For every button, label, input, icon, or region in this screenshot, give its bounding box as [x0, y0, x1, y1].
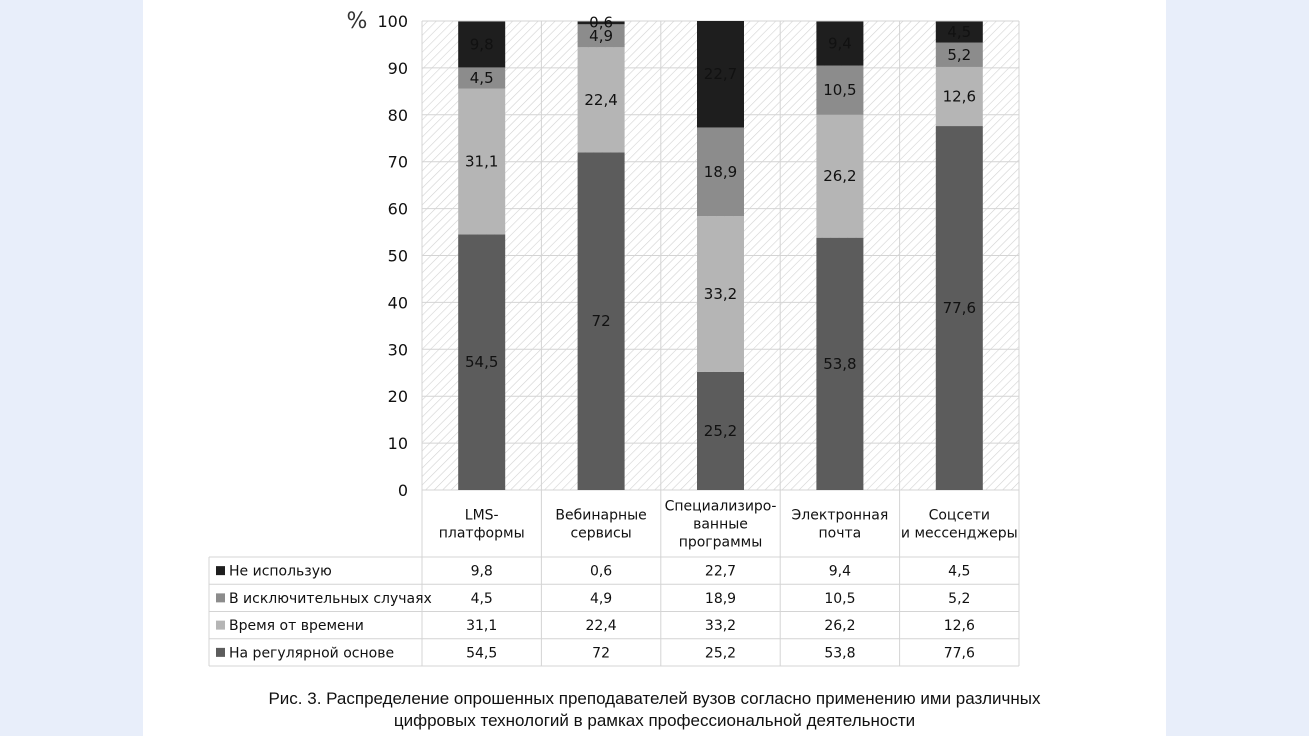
bar-segment-1-3 [577, 21, 625, 25]
data-label-0-1: 31,1 [465, 152, 498, 170]
bar-segment-2-1 [697, 216, 744, 372]
category-label-0-1: платформы [439, 526, 525, 542]
legend-label-0: На регулярной основе [229, 645, 394, 661]
table-value-2-1: 4,9 [590, 591, 612, 607]
table-value-2-3: 10,5 [824, 591, 855, 607]
y-unit-label: % [347, 9, 368, 34]
legend-key-2 [216, 593, 225, 603]
category-label-2-2: программы [679, 535, 763, 551]
bar-segment-1-2 [577, 24, 625, 48]
bar-segment-3-1 [816, 114, 864, 238]
data-label-1-2: 4,9 [589, 27, 613, 45]
data-label-1-3: 0,6 [589, 13, 613, 31]
stacked-bar-chart: 0 10 20 30 40 50 60 70 80 90 100% 54,5 31,1 4,5 9,8 72 2… [208, 9, 1020, 667]
data-label-2-1: 33,2 [704, 285, 737, 303]
table-value-0-4: 77,6 [944, 645, 975, 661]
data-label-3-2: 10,5 [823, 81, 856, 99]
bar-segment-0-2 [458, 67, 506, 89]
table-value-3-1: 0,6 [590, 564, 612, 580]
data-label-4-3: 4,5 [947, 23, 971, 41]
legend-key-0 [216, 647, 225, 657]
y-tick-label-100: 100 [377, 12, 408, 31]
table-value-0-2: 25,2 [705, 645, 736, 661]
data-label-0-0: 54,5 [465, 353, 498, 371]
y-tick-label-90: 90 [388, 59, 408, 78]
figure-caption-line-2: цифровых технологий в рамках профессиона… [393, 711, 916, 730]
y-tick-label-60: 60 [388, 200, 408, 219]
bar-segment-4-0 [935, 126, 983, 490]
bar-segment-3-3 [816, 21, 864, 66]
legend-label-2: В исключительных случаях [229, 591, 432, 607]
category-label-4-1: и мессенджеры [901, 526, 1018, 542]
data-label-4-1: 12,6 [943, 88, 976, 106]
data-label-3-3: 9,4 [828, 35, 852, 53]
y-tick-label-40: 40 [388, 293, 408, 312]
figure-caption-line-1: Рис. 3. Распределение опрошенных препода… [268, 689, 1041, 708]
legend-key-1 [216, 620, 225, 630]
bar-segment-2-3 [697, 21, 744, 128]
table-value-1-4: 12,6 [944, 618, 975, 634]
bar-segment-2-2 [697, 127, 744, 217]
table-value-2-4: 5,2 [948, 591, 970, 607]
table-value-1-1: 22,4 [586, 618, 617, 634]
data-label-4-0: 77,6 [943, 299, 976, 317]
bar-segment-0-3 [458, 21, 506, 68]
data-label-1-1: 22,4 [584, 91, 617, 109]
table-value-0-0: 54,5 [466, 645, 497, 661]
category-label-2-0: Специализиро- [665, 499, 777, 515]
table-value-3-2: 22,7 [705, 564, 736, 580]
table-value-3-0: 9,8 [471, 564, 493, 580]
data-label-2-3: 22,7 [704, 65, 737, 83]
legend-label-1: Время от времени [229, 618, 364, 634]
bar-segment-2-0 [697, 371, 744, 490]
table-value-2-0: 4,5 [471, 591, 493, 607]
bar-segment-1-1 [577, 47, 625, 153]
table-value-2-2: 18,9 [705, 591, 736, 607]
bar-segment-4-2 [935, 42, 983, 67]
y-tick-label-70: 70 [388, 153, 408, 172]
table-value-0-1: 72 [592, 645, 610, 661]
table-value-1-0: 31,1 [466, 618, 497, 634]
category-label-2-1: ванные [693, 517, 748, 533]
data-label-2-2: 18,9 [704, 163, 737, 181]
bar-segment-4-3 [935, 21, 983, 43]
category-label-3-0: Электронная [792, 508, 889, 524]
category-label-3-1: почта [819, 526, 862, 542]
data-label-3-1: 26,2 [823, 167, 856, 185]
bar-segment-0-0 [458, 234, 506, 490]
table-value-1-2: 33,2 [705, 618, 736, 634]
data-label-2-0: 25,2 [704, 422, 737, 440]
category-label-1-0: Вебинарные [555, 508, 646, 524]
bar-segment-3-0 [816, 237, 864, 490]
legend-label-3: Не использую [229, 564, 332, 580]
page-sheet: 0 10 20 30 40 50 60 70 80 90 100% 54,5 31,1 4,5 9,8 72 2… [143, 0, 1166, 736]
table-value-3-4: 4,5 [948, 564, 970, 580]
table-value-3-3: 9,4 [829, 564, 851, 580]
bar-segment-0-1 [458, 88, 506, 235]
legend-key-3 [216, 566, 225, 576]
category-label-1-1: сервисы [570, 526, 631, 542]
bar-segment-1-0 [577, 152, 625, 490]
table-value-1-3: 26,2 [824, 618, 855, 634]
data-label-3-0: 53,8 [823, 355, 856, 373]
bar-segment-4-1 [935, 66, 983, 127]
data-label-1-0: 72 [592, 312, 611, 330]
y-tick-label-50: 50 [388, 247, 408, 266]
data-label-0-3: 9,8 [470, 35, 494, 53]
y-tick-label-30: 30 [388, 340, 408, 359]
bar-segment-3-2 [816, 65, 864, 115]
category-label-4-0: Соцсети [929, 508, 990, 524]
y-tick-label-10: 10 [388, 434, 408, 453]
category-label-0-0: LMS- [465, 508, 499, 524]
table-value-0-3: 53,8 [824, 645, 855, 661]
y-tick-label-20: 20 [388, 387, 408, 406]
y-tick-label-0: 0 [398, 481, 408, 500]
y-tick-label-80: 80 [388, 106, 408, 125]
data-label-4-2: 5,2 [947, 46, 971, 64]
data-label-0-2: 4,5 [470, 69, 494, 87]
